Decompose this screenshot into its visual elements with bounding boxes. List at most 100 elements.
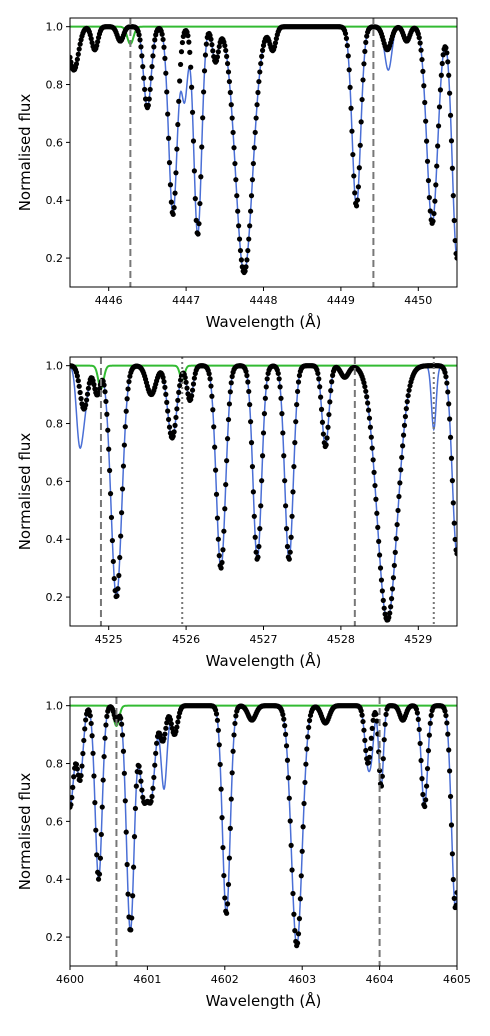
observed-point (284, 757, 291, 763)
observed-point (175, 121, 181, 128)
observed-point (404, 399, 410, 405)
observed-point (152, 37, 158, 43)
observed-point (398, 467, 404, 473)
observed-point (211, 424, 217, 430)
observed-point (123, 829, 129, 835)
observed-point (369, 445, 375, 451)
observed-point (378, 577, 385, 583)
observed-point (427, 208, 433, 214)
observed-point (369, 725, 375, 731)
observed-point (447, 112, 454, 118)
observed-point (442, 369, 448, 376)
observed-point (289, 513, 295, 519)
observed-point (449, 165, 455, 171)
observed-point (207, 32, 213, 38)
observed-point (319, 419, 326, 425)
observed-point (242, 268, 248, 274)
observed-point (125, 386, 131, 392)
observed-point (131, 834, 138, 840)
observed-point (79, 763, 85, 769)
observed-point (126, 379, 132, 385)
observed-point (357, 142, 363, 148)
observed-point (426, 732, 432, 738)
observed-point (228, 102, 234, 108)
observed-point (102, 389, 108, 395)
observed-point (285, 775, 291, 781)
observed-point (252, 534, 258, 540)
observed-point (232, 720, 238, 727)
observed-point (222, 506, 228, 512)
observed-point (382, 721, 388, 727)
observed-point (447, 793, 454, 800)
observed-point (128, 927, 134, 933)
observed-point (165, 408, 171, 414)
observed-point (114, 593, 120, 599)
observed-point (328, 388, 334, 394)
observed-point (74, 56, 80, 62)
observed-point (217, 761, 223, 768)
observed-point (318, 394, 324, 400)
observed-point (419, 776, 425, 782)
observed-point (200, 115, 206, 121)
observed-point (423, 783, 430, 789)
observed-point (449, 851, 455, 857)
observed-point (245, 247, 251, 254)
observed-point (172, 190, 178, 196)
observed-point (356, 165, 362, 171)
observed-point (164, 399, 170, 405)
observed-point (350, 151, 356, 158)
observed-point (237, 247, 244, 254)
observed-point (218, 786, 224, 792)
observed-point (251, 145, 257, 151)
observed-point (235, 208, 241, 214)
observed-point (386, 614, 392, 621)
observed-point (283, 731, 289, 737)
observed-point (286, 795, 292, 801)
observed-point (233, 177, 239, 183)
observed-point (450, 193, 456, 199)
observed-point (249, 177, 256, 183)
observed-point (390, 575, 397, 581)
observed-point (70, 802, 74, 808)
observed-point (254, 102, 260, 108)
observed-point (260, 430, 267, 436)
observed-point (82, 726, 88, 732)
x-tick-label: 4447 (172, 294, 200, 307)
observed-point (165, 135, 172, 141)
observed-point (115, 586, 121, 592)
observed-point (123, 408, 129, 414)
observed-point (208, 36, 214, 42)
observed-point (372, 482, 378, 489)
observed-point (255, 89, 261, 96)
observed-point (94, 852, 100, 858)
y-tick-label: 0.4 (46, 533, 64, 546)
observed-point (451, 895, 457, 901)
observed-point (215, 49, 221, 55)
observed-point (140, 63, 146, 70)
observed-point (362, 48, 368, 54)
observed-point (367, 745, 373, 752)
observed-point (130, 893, 136, 899)
observed-point (271, 44, 278, 50)
observed-point (445, 731, 451, 737)
observed-point (450, 500, 456, 506)
observed-point (146, 96, 152, 102)
observed-point (423, 797, 429, 803)
observed-point (289, 867, 295, 873)
observed-point (85, 385, 92, 391)
observed-point (173, 170, 179, 176)
observed-point (248, 208, 254, 214)
observed-point (362, 384, 368, 390)
observed-point (178, 49, 185, 55)
y-tick-label: 0.2 (46, 591, 64, 604)
observed-point (165, 416, 172, 423)
observed-point (192, 196, 198, 202)
observed-point (224, 910, 230, 916)
observed-point (91, 381, 97, 388)
observed-point (104, 411, 110, 417)
observed-point (164, 89, 170, 95)
observed-point (425, 748, 432, 754)
observed-point (142, 96, 149, 102)
observed-point (183, 379, 189, 385)
observed-point (427, 720, 433, 726)
